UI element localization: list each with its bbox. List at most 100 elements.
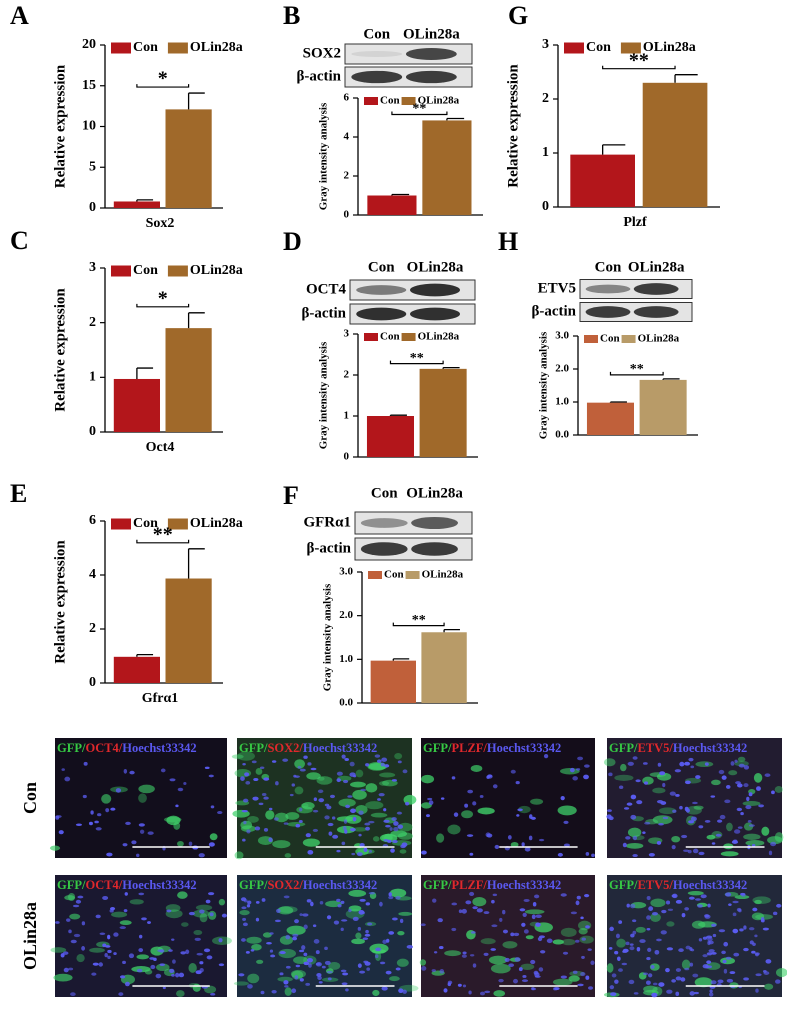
nucleus (188, 841, 193, 846)
nucleus (722, 959, 727, 964)
nucleus (611, 973, 617, 978)
nucleus (433, 951, 438, 954)
gfp-cell (285, 812, 300, 820)
blot-band (351, 70, 403, 84)
nucleus (349, 761, 355, 767)
nucleus (543, 754, 549, 759)
y-tick-label: 4 (344, 131, 350, 143)
nucleus (738, 763, 745, 768)
gfp-cell (518, 805, 531, 814)
y-tick-label: 0 (542, 199, 549, 214)
gfp-cell (192, 909, 210, 918)
row-label: β-actin (306, 540, 351, 556)
y-tick-label: 0.0 (339, 697, 353, 709)
nucleus (678, 948, 684, 953)
nucleus (364, 822, 371, 826)
gfp-cell (694, 977, 713, 988)
nucleus (747, 819, 752, 823)
nucleus (308, 963, 312, 968)
nucleus (312, 828, 319, 832)
bar (421, 632, 467, 703)
nucleus (263, 828, 269, 832)
nucleus (507, 835, 512, 840)
nucleus (64, 776, 71, 782)
nucleus (379, 901, 383, 907)
nucleus (138, 948, 144, 953)
nucleus (732, 928, 739, 934)
nucleus (383, 808, 387, 812)
gfp-cell (436, 833, 445, 843)
nucleus (268, 807, 273, 811)
nucleus (584, 894, 590, 898)
gfp-cell (470, 764, 483, 772)
nucleus (704, 914, 710, 918)
nucleus (169, 778, 176, 782)
nucleus (365, 763, 370, 767)
caption-part: Hoechst33342 (122, 878, 196, 892)
nucleus (317, 975, 322, 981)
nucleus (246, 904, 251, 908)
nucleus (283, 822, 289, 825)
gfp-cell (293, 956, 308, 964)
nucleus (178, 972, 185, 978)
gfp-cell (520, 963, 535, 970)
nucleus (755, 952, 759, 957)
nucleus (531, 987, 535, 991)
legend-swatch (401, 333, 416, 341)
gfp-cell (284, 987, 292, 996)
nucleus (299, 949, 305, 953)
nucleus (483, 911, 490, 915)
nucleus (492, 784, 498, 789)
gfp-cell (726, 822, 733, 832)
nucleus (275, 781, 279, 786)
nucleus (721, 775, 727, 780)
nucleus (662, 816, 669, 820)
nucleus (690, 948, 695, 952)
gfp-cell (447, 824, 461, 835)
nucleus (751, 950, 756, 954)
nucleus (469, 954, 475, 957)
nucleus (328, 831, 333, 836)
nucleus (298, 819, 303, 823)
nucleus (292, 936, 298, 941)
gfp-cell (195, 904, 213, 911)
panel-label: F (283, 481, 299, 510)
gfp-cell (272, 840, 291, 849)
nucleus (642, 762, 648, 765)
nucleus (155, 973, 162, 979)
nucleus (608, 772, 613, 777)
nucleus (175, 972, 180, 978)
nucleus (342, 972, 349, 976)
nucleus (124, 981, 130, 987)
y-tick-label: 2.0 (555, 363, 569, 375)
nucleus (711, 923, 717, 927)
nucleus (119, 975, 126, 979)
nucleus (737, 783, 743, 788)
gfp-cell (620, 763, 627, 772)
nucleus (284, 985, 289, 988)
legend-swatch (564, 42, 584, 54)
nucleus (569, 767, 575, 773)
gfp-cell (262, 932, 272, 938)
nucleus (469, 852, 474, 856)
nucleus (630, 794, 637, 800)
legend-label: Con (380, 331, 400, 343)
nucleus (697, 904, 703, 908)
gfp-cell (129, 899, 144, 905)
gfp-cell (774, 786, 783, 793)
nucleus (122, 843, 128, 847)
row-label: ETV5 (538, 280, 576, 296)
nucleus (405, 801, 410, 806)
nucleus (587, 986, 594, 990)
nucleus (609, 985, 615, 990)
nucleus (660, 930, 667, 935)
nucleus (659, 771, 666, 776)
gfp-cell (370, 812, 388, 818)
nucleus (345, 804, 351, 809)
nucleus (377, 798, 381, 801)
nucleus (751, 843, 756, 848)
row-label: OLin28a (20, 902, 40, 970)
nucleus (138, 823, 145, 827)
nucleus (725, 784, 731, 789)
nucleus (618, 920, 623, 924)
